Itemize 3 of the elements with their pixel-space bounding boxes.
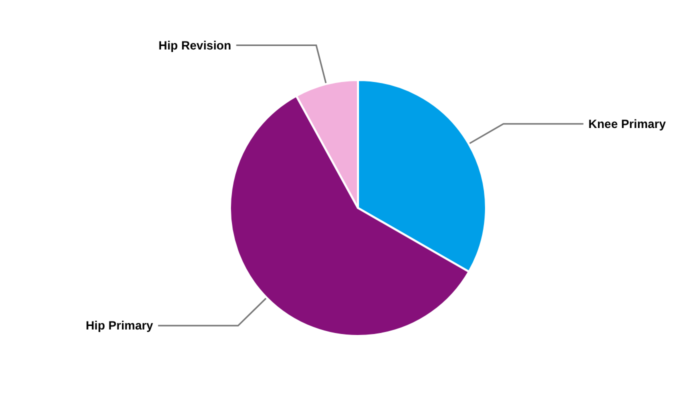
slice-label: Hip Revision xyxy=(158,38,232,52)
slice-label: Hip Primary xyxy=(86,318,154,333)
slice-label: Knee Primary xyxy=(588,116,666,131)
